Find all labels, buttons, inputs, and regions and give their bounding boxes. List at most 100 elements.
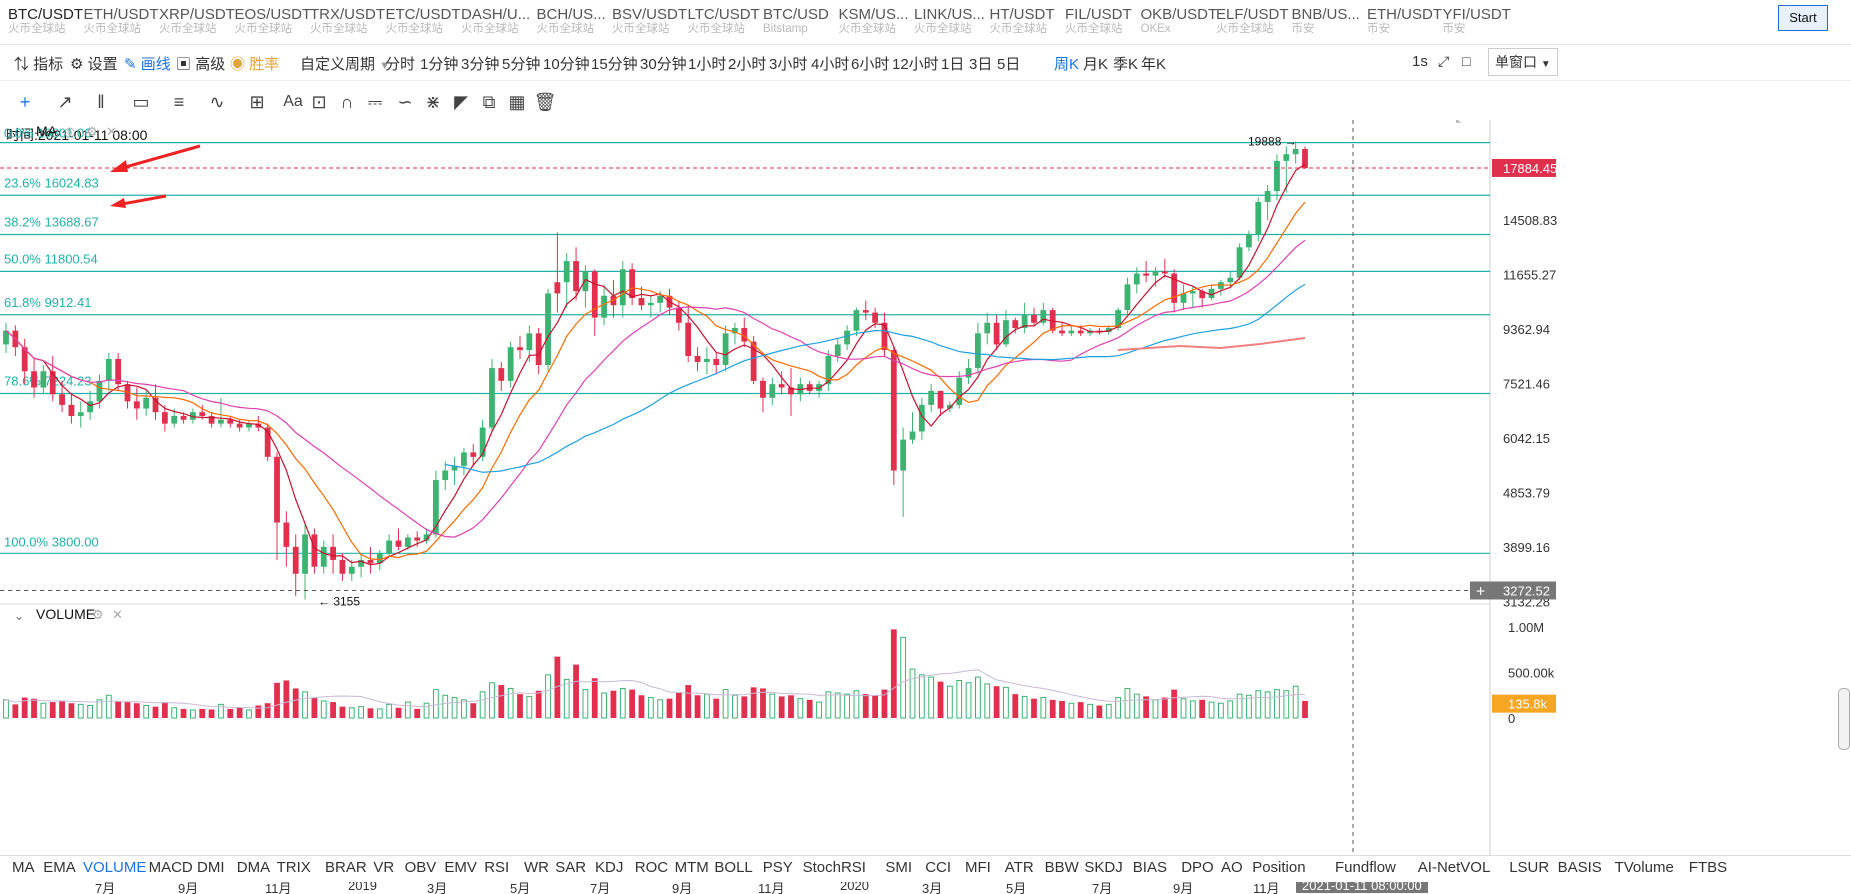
text-icon[interactable]: Aa <box>283 93 303 110</box>
indicator-tab[interactable]: BIAS <box>1132 859 1167 876</box>
measure-icon[interactable]: ⊞ <box>249 92 265 112</box>
indicator-tab[interactable]: ATR <box>1004 859 1034 876</box>
trash-icon[interactable]: 🗑 <box>533 92 557 112</box>
symbol-tab[interactable]: YFI/USDT 币安 <box>1443 6 1511 36</box>
period-option[interactable]: 4小时 <box>811 56 850 73</box>
symbol-tab[interactable]: XRP/USDT 火币全球站 <box>159 6 235 36</box>
indicator-tab[interactable]: RSI <box>484 859 510 876</box>
indicator-tab[interactable]: DPO <box>1181 859 1214 876</box>
indicator-tab[interactable]: MACD <box>148 859 193 876</box>
period-option[interactable]: 1日 <box>941 56 965 73</box>
period-option[interactable]: 分时 <box>385 56 416 73</box>
indicator-button[interactable]: ⇅ 指标 <box>14 56 64 73</box>
symbol-tab[interactable]: TRX/USDT 火币全球站 <box>310 6 385 36</box>
layers-icon[interactable]: ▦ <box>508 92 526 112</box>
copy-icon[interactable]: ⧉ <box>482 92 496 112</box>
indicator-tab[interactable]: EMV <box>444 859 477 876</box>
lock-icon[interactable]: ◤ <box>454 92 468 112</box>
indicator-tab[interactable]: BOLL <box>714 859 753 876</box>
fib-lines-icon[interactable]: ≡ <box>173 92 185 112</box>
symbol-tab[interactable]: ETC/USDT 火币全球站 <box>386 6 461 36</box>
vertical-lines-icon[interactable]: ‖ <box>97 92 105 112</box>
winrate-button[interactable]: ◉ 胜率 <box>230 53 279 74</box>
symbol-tab[interactable]: BNB/US... 币安 <box>1292 6 1360 36</box>
period-option[interactable]: 1小时 <box>688 56 727 73</box>
period-option[interactable]: 6小时 <box>851 56 890 73</box>
screenshot-icon[interactable]: □ <box>1462 53 1471 69</box>
advanced-button[interactable]: ▣ 高级 <box>176 53 225 74</box>
period-option[interactable]: 3小时 <box>769 56 808 73</box>
symbol-tab[interactable]: ETH/USDT 币安 <box>1367 6 1442 36</box>
candlestick-chart[interactable]: 0.0% 19801.06 23.6% 16024.83 38.2% 13688.6… <box>0 120 1851 855</box>
pattern-icon[interactable]: ⊡ <box>311 92 327 112</box>
period-option[interactable]: 周K <box>1054 56 1080 73</box>
indicator-tab[interactable]: TVolume <box>1614 859 1674 876</box>
indicator-tab[interactable]: ROC <box>634 859 669 876</box>
brush-icon[interactable]: ∽ <box>397 92 413 112</box>
indicator-tab[interactable]: FTBS <box>1688 859 1728 876</box>
symbol-tab[interactable]: BTC/USD Bitstamp <box>763 6 829 36</box>
indicator-tab[interactable]: SKDJ <box>1084 859 1123 876</box>
magnet-icon[interactable]: ∩ <box>340 92 354 112</box>
symbol-tab[interactable]: OKB/USDT OKEx <box>1141 6 1218 36</box>
indicator-tab[interactable]: BBW <box>1044 859 1079 876</box>
trendline-icon[interactable]: ↗ <box>57 92 73 112</box>
indicator-tab[interactable]: AI-NetVOL <box>1417 859 1491 876</box>
symbol-tab[interactable]: LTC/USDT 火币全球站 <box>688 6 760 36</box>
indicator-tab[interactable]: MTM <box>674 859 709 876</box>
wave-pattern-icon[interactable]: ∿ <box>209 92 225 112</box>
indicator-tab[interactable]: DMI <box>197 859 225 876</box>
start-button[interactable]: Start <box>1778 5 1828 31</box>
symbol-tab[interactable]: EOS/USDT 火币全球站 <box>235 6 312 36</box>
chain-icon[interactable]: ⋇ <box>425 92 441 112</box>
settings-button[interactable]: ⚙ 设置 <box>70 53 118 74</box>
indicator-tab[interactable]: PSY <box>762 859 793 876</box>
period-option[interactable]: 季K <box>1113 56 1139 73</box>
period-option[interactable]: 3分钟 <box>461 56 500 73</box>
symbol-tab[interactable]: ELF/USDT 火币全球站 <box>1216 6 1289 36</box>
indicator-tab[interactable]: SAR <box>555 859 587 876</box>
ruler-icon[interactable]: ⎓ <box>367 92 383 112</box>
indicator-tab[interactable]: SMI <box>885 859 913 876</box>
indicator-tab[interactable]: Fundflow <box>1335 859 1396 876</box>
indicator-tab[interactable]: BASIS <box>1557 859 1602 876</box>
fullscreen-icon[interactable]: ⤢ <box>1438 53 1450 69</box>
symbol-tab[interactable]: FIL/USDT 火币全球站 <box>1065 6 1132 36</box>
symbol-tab[interactable]: ETH/USDT 火币全球站 <box>84 6 159 36</box>
refresh-interval[interactable]: 1s <box>1412 53 1428 70</box>
period-option[interactable]: 12小时 <box>892 56 939 73</box>
period-option[interactable]: 15分钟 <box>591 56 638 73</box>
draw-button[interactable]: ✎ 画线 <box>124 53 171 74</box>
period-option[interactable]: 月K <box>1083 56 1109 73</box>
crosshair-icon[interactable]: + <box>19 92 31 112</box>
period-option[interactable]: 5分钟 <box>502 56 541 73</box>
symbol-tab[interactable]: BTC/USDT 火币全球站 <box>8 6 83 36</box>
indicator-tab[interactable]: VR <box>373 859 395 876</box>
rectangle-icon[interactable]: ▭ <box>132 92 150 112</box>
indicator-tab[interactable]: KDJ <box>595 859 624 876</box>
indicator-tab[interactable]: AO <box>1221 859 1243 876</box>
indicator-tab[interactable]: StochRSI <box>802 859 866 876</box>
indicator-tab[interactable]: LSUR <box>1509 859 1550 876</box>
symbol-tab[interactable]: BSV/USDT 火币全球站 <box>612 6 687 36</box>
period-option[interactable]: 10分钟 <box>543 56 590 73</box>
window-mode-select[interactable]: 单窗口 ▼ <box>1488 48 1558 76</box>
indicator-tab[interactable]: BRAR <box>325 859 367 876</box>
period-option[interactable]: 1分钟 <box>420 56 459 73</box>
indicator-tab[interactable]: VOLUME <box>83 859 147 876</box>
period-option[interactable]: 2小时 <box>728 56 767 73</box>
indicator-tab[interactable]: OBV <box>404 859 437 876</box>
period-option[interactable]: 30分钟 <box>640 56 687 73</box>
indicator-tab[interactable]: TRIX <box>276 859 311 876</box>
symbol-tab[interactable]: KSM/US... 火币全球站 <box>839 6 909 36</box>
symbol-tab[interactable]: LINK/US... 火币全球站 <box>914 6 985 36</box>
indicator-tab[interactable]: CCI <box>925 859 952 876</box>
period-option[interactable]: 5日 <box>997 56 1021 73</box>
indicator-tab[interactable]: MA <box>12 859 35 876</box>
custom-period-dropdown[interactable]: 自定义周期 ▼ <box>300 53 390 74</box>
period-option[interactable]: 3日 <box>969 56 993 73</box>
symbol-tab[interactable]: DASH/U... 火币全球站 <box>461 6 530 36</box>
indicator-tab[interactable]: WR <box>524 859 549 876</box>
vertical-scrollbar[interactable] <box>1838 688 1850 750</box>
period-option[interactable]: 年K <box>1141 56 1167 73</box>
